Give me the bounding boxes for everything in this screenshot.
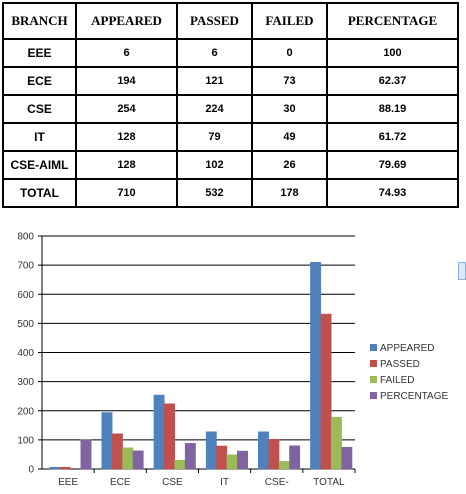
legend-label-passed: PASSED <box>380 359 420 370</box>
cell-percentage: 61.72 <box>326 122 459 152</box>
cell-branch: TOTAL <box>2 178 77 208</box>
bar-failed-total <box>330 416 342 470</box>
bar-failed-cse <box>174 460 186 470</box>
legend-label-appeared: APPEARED <box>380 343 434 354</box>
table-row: CSE-AIML 128 102 26 79.69 <box>2 150 459 180</box>
cell-appeared: 194 <box>75 66 178 96</box>
bar-appeared-it <box>205 431 217 470</box>
bar-passed-eee <box>59 467 71 470</box>
y-tick-label: 600 <box>17 290 34 301</box>
bar-percentage-eee <box>80 439 92 470</box>
y-tick-label: 800 <box>17 232 34 243</box>
cell-appeared: 128 <box>75 150 178 180</box>
header-percentage: PERCENTAGE <box>326 2 459 40</box>
bar-passed-total <box>320 313 332 470</box>
bar-appeared-total <box>310 261 322 470</box>
table-row: ECE 194 121 73 62.37 <box>2 66 459 96</box>
bar-percentage-it <box>237 450 248 470</box>
bar-appeared-eee <box>49 467 61 470</box>
header-failed: FAILED <box>251 2 328 40</box>
bar-percentage-total <box>341 446 353 470</box>
cell-branch: IT <box>2 122 77 152</box>
header-passed: PASSED <box>176 2 253 40</box>
cell-failed: 30 <box>251 94 328 124</box>
x-tick-label: IT <box>220 477 229 488</box>
y-tick-label: 100 <box>17 435 34 446</box>
bar-failed-it <box>226 454 238 470</box>
cell-appeared: 254 <box>75 94 178 124</box>
bar-passed-it <box>216 445 228 470</box>
header-branch: BRANCH <box>2 2 77 40</box>
bar-appeared-cse <box>258 431 269 470</box>
legend-swatch-failed <box>370 376 377 383</box>
cell-passed: 121 <box>176 66 253 96</box>
cell-percentage: 88.19 <box>326 94 459 124</box>
cell-appeared: 128 <box>75 122 178 152</box>
results-table: BRANCH APPEARED PASSED FAILED PERCENTAGE… <box>2 2 459 208</box>
cell-failed: 26 <box>251 150 328 180</box>
bar-passed-cse <box>164 403 175 470</box>
bar-appeared-ece <box>101 412 113 470</box>
y-tick-label: 700 <box>17 261 34 272</box>
y-tick-label: 0 <box>28 465 34 476</box>
cell-percentage: 74.93 <box>326 178 459 208</box>
x-tick-label: EEE <box>58 477 78 488</box>
cell-passed: 79 <box>176 122 253 152</box>
y-tick-label: 500 <box>17 319 34 330</box>
legend-label-percentage: PERCENTAGE <box>380 391 448 402</box>
scroll-handle[interactable] <box>458 262 466 280</box>
y-tick-label: 300 <box>17 377 34 388</box>
bar-passed-ece <box>111 433 123 470</box>
table-row: EEE 6 6 0 100 <box>2 38 459 68</box>
legend-swatch-passed <box>370 360 377 367</box>
bar-percentage-cse <box>289 445 301 470</box>
x-tick-label: CSE <box>162 477 183 488</box>
x-tick-label: CSE- <box>265 477 289 488</box>
bar-chart: 0 100 200 300 400 500 600 700 800 EEE ECE CSE IT CSE-… <box>17 232 448 489</box>
table-header-row: BRANCH APPEARED PASSED FAILED PERCENTAGE <box>2 2 459 40</box>
cell-passed: 102 <box>176 150 253 180</box>
cell-passed: 532 <box>176 178 253 208</box>
y-tick-label: 400 <box>17 348 34 359</box>
legend-swatch-percentage <box>370 392 377 399</box>
cell-branch: CSE-AIML <box>2 150 77 180</box>
cell-appeared: 710 <box>75 178 178 208</box>
cell-failed: 73 <box>251 66 328 96</box>
bar-percentage-cse <box>184 443 196 470</box>
cell-branch: ECE <box>2 66 77 96</box>
bar-failed-cse <box>278 461 290 470</box>
cell-appeared: 6 <box>75 38 178 68</box>
y-tick-label: 200 <box>17 406 34 417</box>
cell-branch: CSE <box>2 94 77 124</box>
header-appeared: APPEARED <box>75 2 178 40</box>
table-row: IT 128 79 49 61.72 <box>2 122 459 152</box>
x-tick-label: ECE <box>110 477 131 488</box>
cell-failed: 178 <box>251 178 328 208</box>
bar-appeared-cse <box>153 394 165 470</box>
table-row: TOTAL 710 532 178 74.93 <box>2 178 459 208</box>
cell-percentage: 79.69 <box>326 150 459 180</box>
bar-failed-ece <box>122 447 134 470</box>
legend-label-failed: FAILED <box>380 375 414 386</box>
cell-failed: 49 <box>251 122 328 152</box>
cell-passed: 224 <box>176 94 253 124</box>
cell-branch: EEE <box>2 38 77 68</box>
bar-percentage-ece <box>132 450 144 470</box>
bar-passed-cse <box>268 439 280 470</box>
cell-passed: 6 <box>176 38 253 68</box>
table-row: CSE 254 224 30 88.19 <box>2 94 459 124</box>
legend-swatch-appeared <box>370 344 377 351</box>
cell-percentage: 100 <box>326 38 459 68</box>
x-tick-label: TOTAL <box>313 477 345 488</box>
cell-percentage: 62.37 <box>326 66 459 96</box>
cell-failed: 0 <box>251 38 328 68</box>
